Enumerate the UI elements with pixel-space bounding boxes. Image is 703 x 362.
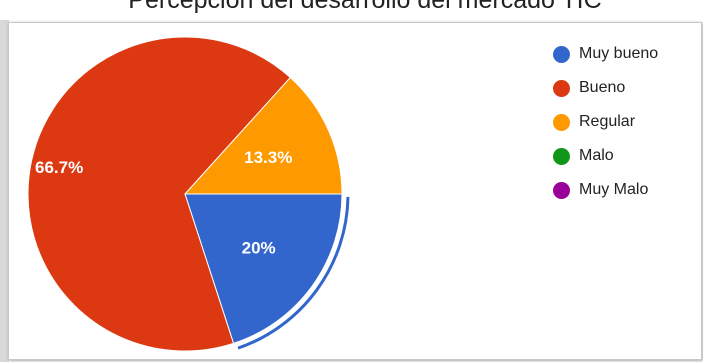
pie-chart: 20% 66.7% 13.3%: [27, 36, 350, 352]
legend-swatch-icon: [553, 181, 570, 199]
legend-swatch-icon: [553, 79, 570, 97]
legend-item-regular[interactable]: Regular: [553, 105, 658, 139]
legend-item-bueno[interactable]: Bueno: [553, 71, 658, 105]
pie-slice-muy-bueno[interactable]: [184, 193, 343, 344]
pie-slice-selection-ring: [237, 196, 350, 350]
legend-item-malo[interactable]: Malo: [553, 139, 658, 173]
slice-label-muy-bueno: 20%: [242, 239, 276, 258]
legend-item-muy-bueno[interactable]: Muy bueno: [553, 37, 658, 71]
legend-label: Bueno: [579, 79, 626, 96]
chart-legend: Muy bueno Bueno Regular Malo Muy Malo: [553, 37, 658, 207]
chart-area: 20% 66.7% 13.3% Muy bueno Bueno Regular Malo M…: [8, 22, 702, 360]
window-edge: [0, 20, 9, 362]
legend-label: Malo: [579, 147, 614, 164]
chart-title: Percepción del desarrollo del mercado TI…: [128, 0, 602, 14]
legend-label: Regular: [579, 113, 636, 130]
legend-swatch-icon: [553, 45, 570, 63]
legend-swatch-icon: [553, 147, 570, 165]
legend-label: Muy bueno: [579, 45, 659, 62]
legend-label: Muy Malo: [579, 181, 649, 198]
legend-swatch-icon: [553, 113, 570, 131]
slice-label-regular: 13.3%: [244, 148, 292, 167]
pie-slice-bueno[interactable]: [27, 36, 292, 352]
slice-label-bueno: 66.7%: [35, 158, 83, 177]
pie-slice-regular[interactable]: [183, 76, 343, 195]
legend-item-muy-malo[interactable]: Muy Malo: [553, 173, 658, 207]
